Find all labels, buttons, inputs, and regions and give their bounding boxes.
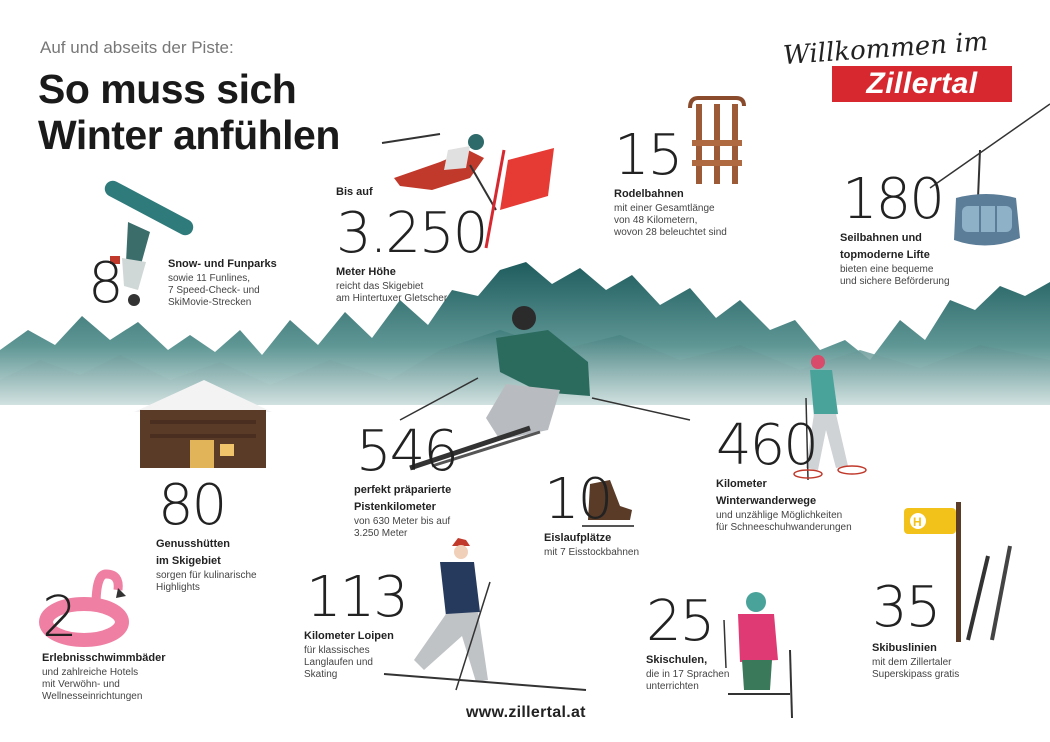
bus-text: Skibuslinien mit dem Zillertaler Supersk…: [872, 640, 959, 681]
trails-text: Kilometer Loipen für klassisches Langlau…: [304, 628, 394, 681]
toboggan-desc1: mit einer Gesamtlänge: [614, 203, 715, 214]
schools-desc2: unterrichten: [646, 681, 699, 692]
altitude-desc1: reicht das Skigebiet: [336, 281, 424, 292]
page-title-line2: Winter anfühlen: [38, 112, 340, 158]
bus-desc2: Superskipass gratis: [872, 669, 960, 680]
skating-number: 10: [544, 467, 613, 532]
pools-label: Erlebnisschwimmbäder: [42, 652, 166, 664]
cross-country-skier-icon: [383, 538, 587, 691]
trails-desc1: für klassisches: [304, 645, 370, 656]
gondola-icon: [929, 103, 1050, 246]
trails-desc3: Skating: [304, 669, 338, 680]
bus-stop-sign-icon: H: [904, 502, 961, 642]
slopes-number: 546: [356, 419, 459, 484]
hiking-desc1: und unzählige Möglichkeiten: [716, 510, 843, 521]
trails-label: Kilometer Loipen: [304, 630, 394, 642]
lifts-number: 180: [842, 167, 945, 232]
flamingo-float-icon: [39, 569, 129, 647]
ice-skate-icon: [582, 480, 634, 527]
skating-desc1: mit 7 Eisstockbahnen: [544, 547, 640, 558]
sled-icon: [688, 96, 746, 184]
trails-number: 113: [306, 565, 409, 630]
funparks-desc1: sowie 11 Funlines,: [168, 273, 251, 284]
skier-icon: [399, 306, 691, 471]
funparks-number: 8: [88, 251, 124, 316]
snowshoe-hiker-icon: [793, 355, 867, 481]
altitude-number: 3.250: [336, 201, 488, 266]
lifts-text: Seilbahnen und topmoderne Lifte bieten e…: [840, 230, 950, 288]
hiking-desc2: für Schneeschuhwanderungen: [716, 522, 852, 533]
funparks-text: Snow- und Funparks sowie 11 Funlines, 7 …: [168, 256, 277, 309]
slopes-desc2: 3.250 Meter: [354, 528, 408, 539]
bus-desc1: mit dem Zillertaler: [872, 657, 952, 668]
huts-desc1: sorgen für kulinarische: [156, 570, 257, 581]
trails-desc2: Langlaufen und: [304, 657, 373, 668]
schools-number: 25: [646, 589, 715, 654]
skating-text: Eislaufplätze mit 7 Eisstockbahnen: [544, 530, 639, 559]
schools-label: Skischulen,: [646, 654, 708, 666]
slopes-text: perfekt präparierte Pistenkilometer von …: [354, 482, 451, 540]
lifts-desc1: bieten eine bequeme: [840, 264, 934, 275]
altitude-desc2: am Hintertuxer Gletscher: [336, 293, 448, 304]
toboggan-number: 15: [614, 123, 683, 188]
bus-label: Skibuslinien: [872, 642, 937, 654]
brand-logo: Zillertal: [832, 66, 1012, 102]
slopes-desc1: von 630 Meter bis auf: [354, 516, 451, 527]
toboggan-label: Rodelbahnen: [614, 188, 684, 200]
pools-desc1: und zahlreiche Hotels: [42, 667, 139, 678]
pools-text: Erlebnisschwimmbäder und zahlreiche Hote…: [42, 650, 166, 703]
altitude-prefix: Bis auf: [336, 186, 373, 198]
lifts-desc2: und sichere Beförderung: [840, 276, 950, 287]
huts-text: Genusshütten im Skigebiet sorgen für kul…: [156, 536, 257, 594]
funparks-desc3: SkiMovie-Strecken: [168, 297, 252, 308]
toboggan-text: Rodelbahnen mit einer Gesamtlänge von 48…: [614, 186, 727, 239]
hut-icon: [134, 380, 272, 468]
huts-label1: Genusshütten: [156, 538, 230, 550]
ski-jumper-icon: [381, 133, 497, 211]
pools-number: 2: [42, 585, 78, 650]
page-title: So muss sich Winter anfühlen: [38, 66, 340, 158]
page-kicker: Auf und abseits der Piste:: [40, 38, 234, 57]
hiking-label1: Kilometer: [716, 478, 767, 490]
svg-text:H: H: [913, 515, 922, 529]
pools-desc3: Wellnesseinrichtungen: [42, 691, 143, 702]
huts-label2: im Skigebiet: [156, 555, 221, 567]
lifts-label2: topmoderne Lifte: [840, 249, 930, 261]
snowboarder-icon: [104, 180, 194, 306]
page-title-line1: So muss sich: [38, 66, 297, 112]
skating-label: Eislaufplätze: [544, 532, 612, 544]
slalom-flag-icon: [484, 148, 554, 249]
skis-icon: [966, 545, 1012, 641]
toboggan-desc3: wovon 28 beleuchtet sind: [614, 227, 727, 238]
schools-text: Skischulen, die in 17 Sprachen unterrich…: [646, 652, 729, 693]
toboggan-desc2: von 48 Kilometern,: [614, 215, 698, 226]
huts-number: 80: [158, 473, 227, 538]
hiking-label2: Winterwanderwege: [716, 495, 817, 507]
schools-desc1: die in 17 Sprachen: [646, 669, 730, 680]
website-link[interactable]: www.zillertal.at: [466, 704, 586, 721]
pools-desc2: mit Verwöhn- und: [42, 679, 120, 690]
huts-desc2: Highlights: [156, 582, 200, 593]
altitude-label: Meter Höhe: [336, 266, 396, 278]
hiking-text: Kilometer Winterwanderwege und unzählige…: [716, 476, 852, 534]
lifts-label1: Seilbahnen und: [840, 232, 922, 244]
funparks-label: Snow- und Funparks: [168, 258, 277, 270]
slopes-label2: Pistenkilometer: [354, 501, 436, 513]
hiking-number: 460: [716, 413, 819, 478]
bus-number: 35: [872, 575, 941, 640]
child-skier-icon: [723, 592, 793, 719]
altitude-text: Meter Höhe reicht das Skigebiet am Hinte…: [336, 264, 447, 305]
funparks-desc2: 7 Speed-Check- und: [168, 285, 260, 296]
slopes-label1: perfekt präparierte: [354, 484, 452, 496]
